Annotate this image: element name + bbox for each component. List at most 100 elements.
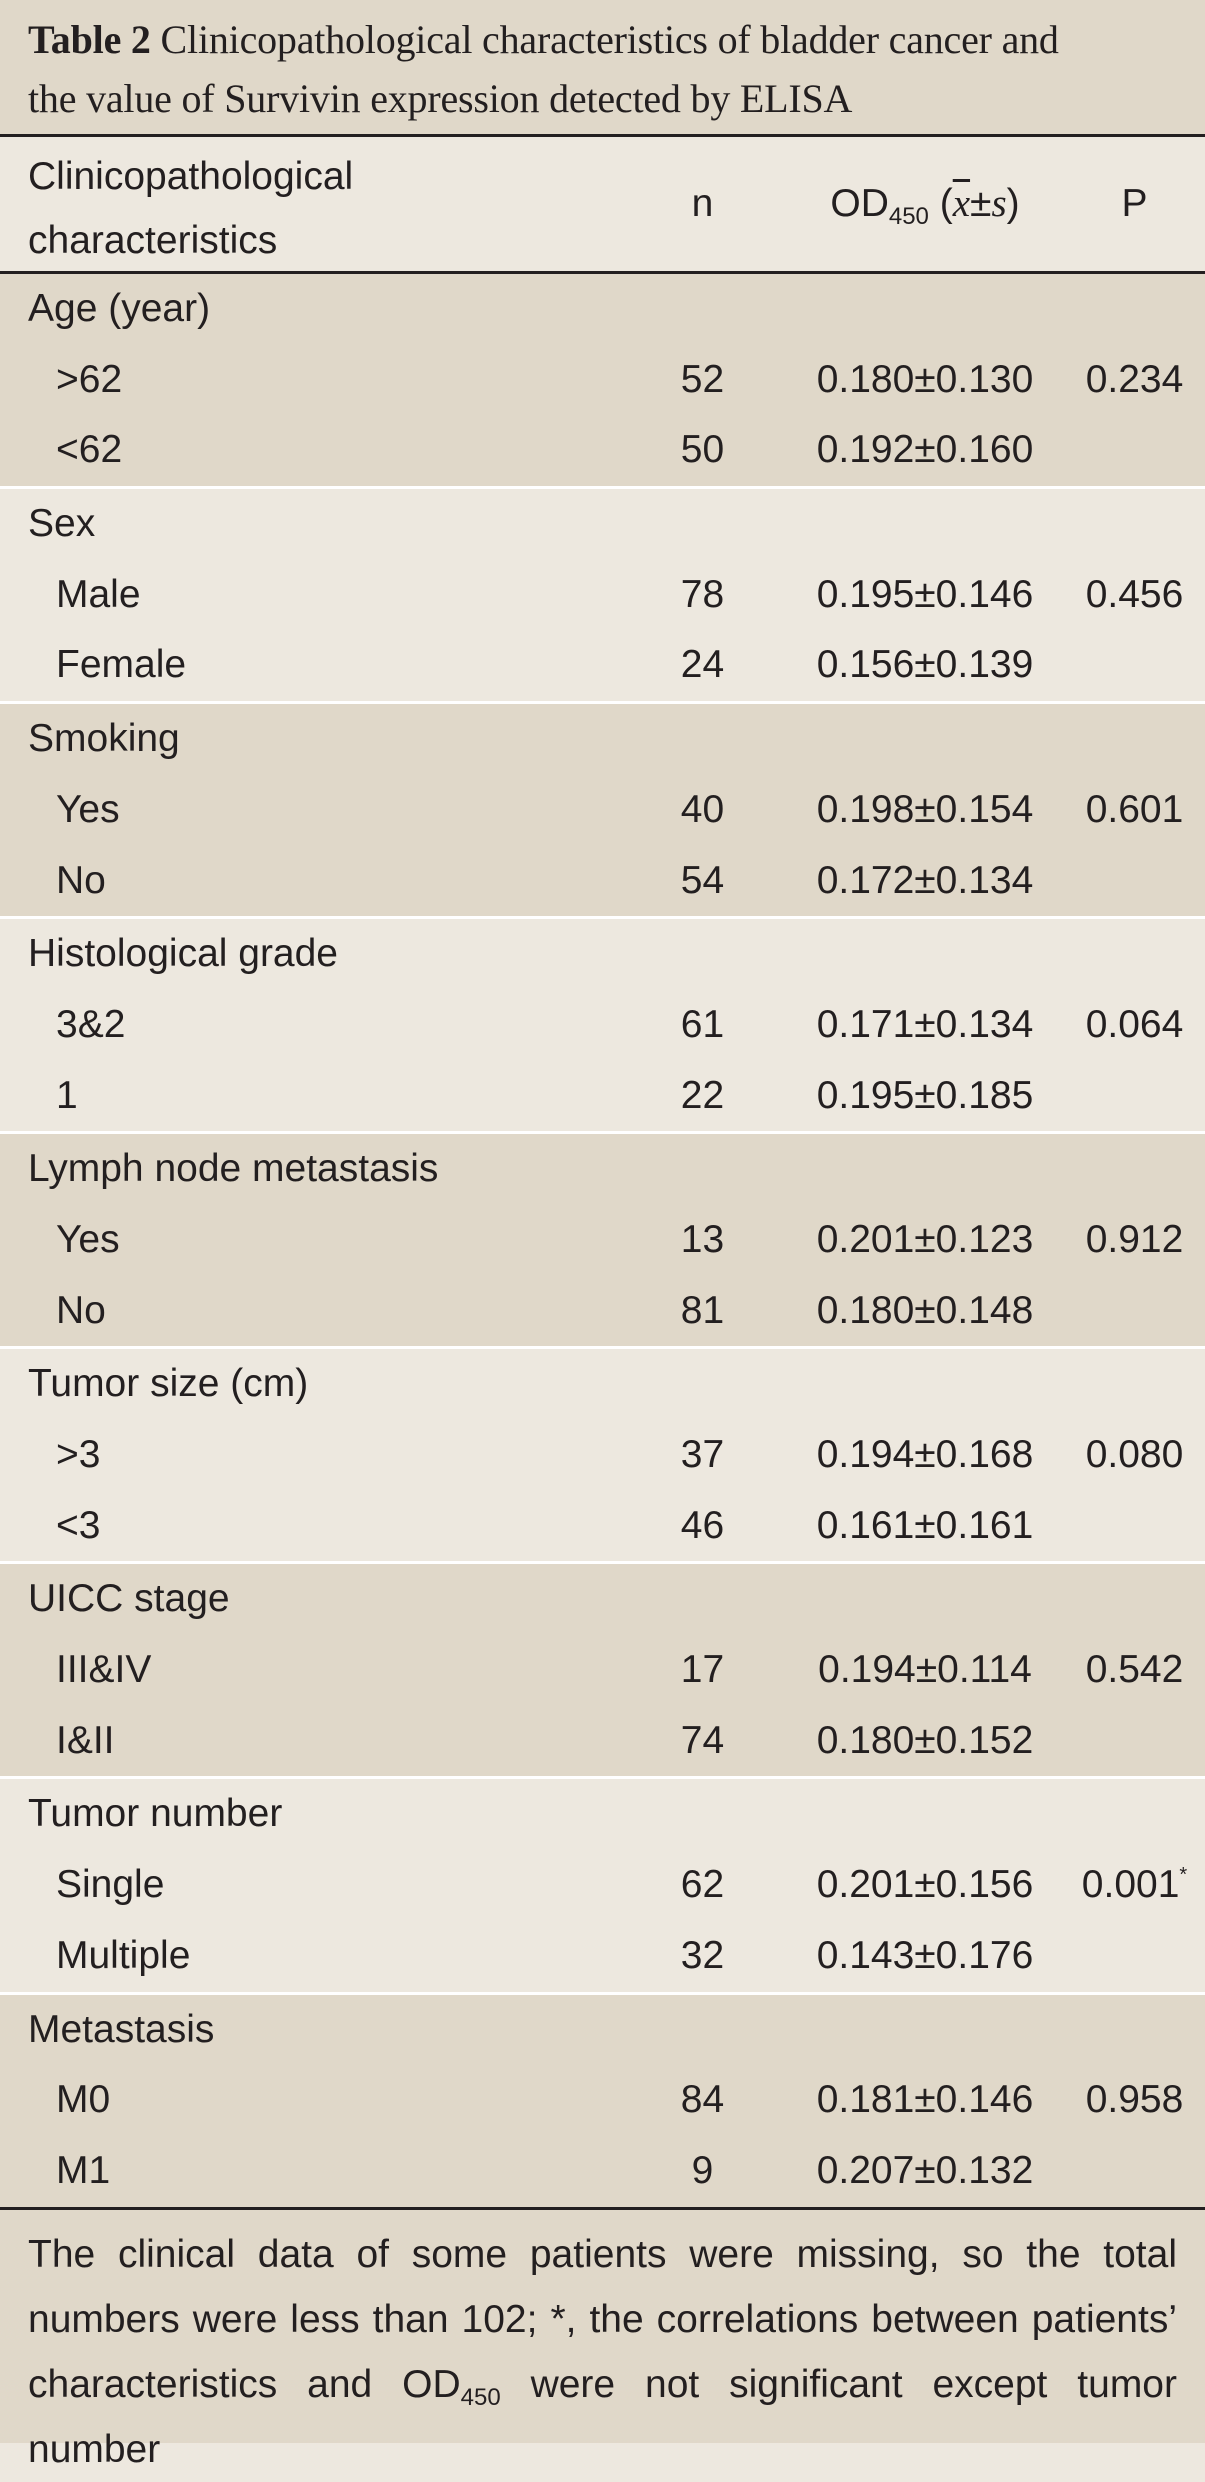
group-header-row: Tumor number — [0, 1779, 1205, 1850]
row-p — [1072, 1061, 1197, 1132]
table-group: UICC stage III&IV 17 0.194±0.114 0.542 I&II 74… — [0, 1564, 1205, 1777]
row-label: Yes — [56, 787, 120, 831]
header-p: P — [1121, 182, 1148, 225]
row-n: 9 — [691, 2148, 714, 2192]
row-label: Female — [56, 643, 187, 687]
row-label: 1 — [56, 1073, 78, 1117]
table-row: Multiple 32 0.143±0.176 — [0, 1921, 1205, 1992]
header-od-s: s — [991, 182, 1007, 225]
row-n: 81 — [680, 1288, 725, 1332]
group-separator — [0, 701, 1205, 705]
caption-text-2: the value of Survivin expression detecte… — [28, 76, 853, 121]
group-header-row: Smoking — [0, 704, 1205, 775]
row-n: 52 — [680, 357, 725, 401]
caption-label: Table 2 — [28, 17, 151, 62]
group-name: Histological grade — [28, 932, 339, 976]
row-n: 78 — [680, 572, 725, 616]
row-p — [1072, 1276, 1197, 1347]
table-group: Metastasis M0 84 0.181±0.146 0.958 M1 9 0.207±0… — [0, 1994, 1205, 2207]
row-label: <3 — [56, 1503, 101, 1547]
row-n: 74 — [680, 1718, 725, 1762]
table-row: Male 78 0.195±0.146 0.456 — [0, 560, 1205, 631]
row-od: 0.194±0.168 — [816, 1433, 1034, 1476]
row-od: 0.207±0.132 — [816, 2148, 1034, 2192]
table-row: 3&2 61 0.171±0.134 0.064 — [0, 990, 1205, 1061]
table-row: III&IV 17 0.194±0.114 0.542 — [0, 1635, 1205, 1706]
table-group: Smoking Yes 40 0.198±0.154 0.601 No 54 0.172±0.… — [0, 704, 1205, 917]
group-name: Tumor size (cm) — [28, 1362, 309, 1406]
row-od: 0.171±0.134 — [816, 1002, 1034, 1046]
row-p — [1072, 630, 1197, 701]
row-p — [1072, 846, 1197, 917]
group-name: UICC stage — [28, 1577, 230, 1621]
group-separator — [0, 1131, 1205, 1135]
row-label: 3&2 — [56, 1002, 126, 1046]
group-separator — [0, 1991, 1205, 1995]
table-row: 1 22 0.195±0.185 — [0, 1061, 1205, 1132]
row-label: Multiple — [56, 1933, 191, 1977]
group-name: Metastasis — [28, 2007, 215, 2051]
row-p: 0.080 — [1072, 1420, 1197, 1491]
row-label: >62 — [56, 357, 123, 401]
group-header-row: Metastasis — [0, 1995, 1205, 2066]
row-n: 24 — [680, 643, 725, 687]
row-n: 62 — [680, 1863, 725, 1907]
table-body: Age (year) >62 52 0.180±0.130 0.234 <62 50 0.19… — [0, 274, 1205, 2207]
header-od-open: ( — [928, 182, 953, 225]
row-n: 54 — [680, 858, 725, 902]
row-p-value: 0.601 — [1085, 787, 1184, 831]
table-row: >62 52 0.180±0.130 0.234 — [0, 345, 1205, 416]
row-n: 40 — [680, 787, 725, 831]
row-label: M0 — [56, 2078, 111, 2122]
table-row: Yes 13 0.201±0.123 0.912 — [0, 1205, 1205, 1276]
group-name: Lymph node metastasis — [28, 1147, 439, 1191]
group-name: Age (year) — [28, 287, 211, 330]
group-separator — [0, 1776, 1205, 1780]
row-n: 61 — [680, 1002, 725, 1046]
row-p — [1072, 1706, 1197, 1777]
table-row: Single 62 0.201±0.156 0.001* — [0, 1850, 1205, 1921]
row-n: 17 — [680, 1648, 725, 1692]
row-od: 0.201±0.156 — [816, 1863, 1034, 1907]
table-row: No 81 0.180±0.148 — [0, 1276, 1205, 1347]
header-characteristics: Clinicopathological characteristics — [28, 145, 448, 273]
header-od: OD450 (x±s) — [795, 137, 1055, 271]
group-header-row: Lymph node metastasis — [0, 1134, 1205, 1205]
table-row: M0 84 0.181±0.146 0.958 — [0, 2065, 1205, 2136]
footnote-sub: 450 — [460, 2383, 501, 2411]
row-od: 0.194±0.114 — [818, 1648, 1032, 1692]
row-od: 0.195±0.185 — [816, 1073, 1034, 1117]
header-rule — [0, 271, 1205, 274]
row-label: III&IV — [56, 1648, 152, 1692]
table-row: >3 37 0.194±0.168 0.080 — [0, 1420, 1205, 1491]
table-row: <62 50 0.192±0.160 — [0, 415, 1205, 486]
row-p-value: 0.080 — [1085, 1433, 1184, 1476]
row-p — [1072, 1921, 1197, 1992]
row-label: Single — [56, 1863, 165, 1907]
group-name: Tumor number — [28, 1792, 283, 1836]
table-caption: Table 2 Clinicopathological characterist… — [0, 0, 1205, 134]
table-group: Age (year) >62 52 0.180±0.130 0.234 <62 50 0.19… — [0, 274, 1205, 487]
row-od: 0.195±0.146 — [816, 572, 1034, 616]
header-characteristics-line-1: Clinicopathological — [28, 155, 354, 198]
header-od-main: OD — [830, 182, 889, 225]
row-p: 0.456 — [1072, 560, 1197, 631]
row-label: <62 — [56, 428, 123, 472]
row-p: 0.912 — [1072, 1205, 1197, 1276]
row-od: 0.156±0.139 — [816, 643, 1034, 687]
row-p-value: 0.912 — [1085, 1217, 1184, 1261]
row-p: 0.542 — [1072, 1635, 1197, 1706]
row-label: M1 — [56, 2148, 111, 2192]
header-od-xbar: x — [952, 182, 971, 225]
row-p: 0.234 — [1072, 345, 1197, 416]
row-n: 46 — [680, 1503, 725, 1547]
row-n: 32 — [680, 1933, 725, 1977]
group-separator — [0, 916, 1205, 920]
table-group: Sex Male 78 0.195±0.146 0.456 Female 24 0.156±0… — [0, 489, 1205, 702]
row-label: No — [56, 1288, 106, 1332]
row-p: 0.601 — [1072, 775, 1197, 846]
header-od-close: ) — [1006, 182, 1020, 225]
row-od: 0.143±0.176 — [816, 1933, 1034, 1977]
row-label: No — [56, 858, 106, 902]
